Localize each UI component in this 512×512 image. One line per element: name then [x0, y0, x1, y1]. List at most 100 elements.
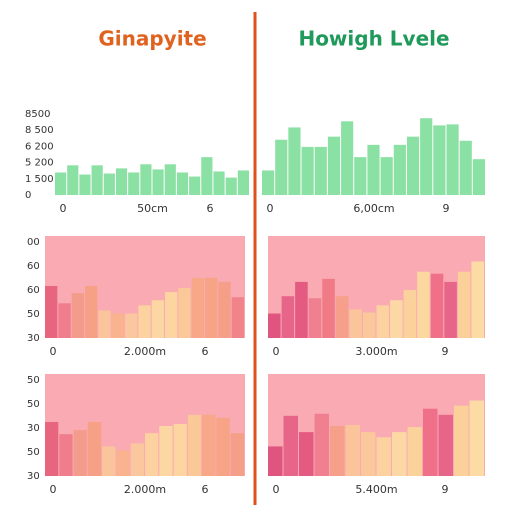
bar	[469, 400, 484, 476]
y-tick-label: 30	[27, 471, 40, 482]
x-tick-label: 0	[267, 202, 274, 215]
bar	[165, 292, 178, 338]
bar	[380, 157, 393, 195]
bar	[218, 281, 231, 338]
bar	[73, 430, 87, 476]
bar	[130, 443, 144, 476]
y-tick-label: 50	[27, 399, 40, 410]
bar	[159, 426, 173, 476]
bar	[191, 277, 204, 338]
bar	[376, 305, 390, 338]
x-tick-label: 0	[273, 483, 280, 496]
bar	[393, 144, 406, 195]
bar	[151, 300, 164, 338]
bar	[98, 310, 111, 338]
y-tick-label: 1 500	[25, 174, 54, 185]
bar	[459, 140, 472, 195]
bar	[472, 159, 485, 195]
bar	[225, 177, 237, 195]
bar	[213, 171, 225, 195]
bar	[390, 300, 403, 338]
bar	[367, 144, 380, 195]
bar	[322, 278, 335, 338]
bar	[275, 139, 288, 195]
bar	[140, 164, 152, 195]
bar	[152, 169, 164, 195]
y-tick-label: 8500	[25, 109, 50, 120]
chart-title: Ginapyite	[98, 27, 206, 51]
bar	[341, 121, 354, 195]
bar	[308, 298, 322, 338]
y-tick-label: 0	[25, 190, 31, 201]
bar	[237, 170, 249, 195]
bar	[288, 127, 301, 195]
bar	[102, 446, 116, 476]
bar	[295, 281, 308, 338]
x-tick-label: 5.400m	[355, 483, 397, 496]
bar	[406, 136, 420, 195]
bar	[103, 173, 115, 195]
bar	[361, 432, 376, 476]
bar	[349, 309, 362, 338]
bar	[201, 157, 213, 195]
x-tick-label: 3.000m	[355, 345, 397, 358]
y-tick-label: 8 500	[25, 125, 54, 136]
bar	[314, 413, 329, 476]
bar	[433, 125, 446, 195]
bar	[85, 285, 98, 338]
bar	[45, 421, 59, 476]
y-tick-label: 00	[27, 237, 40, 248]
bar	[268, 313, 281, 338]
bar	[268, 446, 283, 476]
x-tick-label: 6,00cm	[353, 202, 394, 215]
bar	[45, 285, 58, 338]
chart-title: Howigh Lvele	[298, 27, 449, 51]
bar	[471, 261, 484, 338]
x-tick-label: 0	[50, 345, 57, 358]
x-tick-label: 6	[207, 202, 214, 215]
bar	[91, 165, 103, 195]
bar	[444, 281, 457, 338]
y-tick-label: 30	[27, 423, 40, 434]
bar	[176, 172, 189, 195]
bar	[330, 426, 345, 476]
bar	[457, 271, 471, 338]
bar	[354, 157, 367, 195]
bar	[454, 405, 469, 476]
bar	[314, 146, 327, 195]
bar	[438, 414, 453, 476]
bar	[446, 124, 459, 195]
x-tick-label: 6	[202, 345, 209, 358]
bar	[430, 273, 444, 338]
bar	[392, 432, 407, 476]
bar	[231, 297, 244, 338]
bar	[116, 450, 130, 476]
bar	[145, 433, 159, 476]
bar	[164, 164, 176, 195]
x-tick-label: 9	[442, 483, 449, 496]
x-tick-label: 0	[60, 202, 67, 215]
bar	[87, 421, 102, 476]
y-tick-label: 30	[27, 333, 40, 344]
bar	[79, 174, 91, 195]
bar	[59, 434, 73, 476]
bar	[376, 437, 391, 476]
x-tick-label: 9	[443, 202, 450, 215]
x-tick-label: 2.000m	[124, 345, 166, 358]
x-tick-label: 0	[50, 483, 57, 496]
bar	[420, 118, 433, 195]
bar	[138, 305, 151, 338]
bar	[115, 168, 128, 195]
bar	[403, 290, 417, 338]
x-tick-label: 0	[273, 345, 280, 358]
y-tick-label: 60	[27, 285, 40, 296]
bar	[335, 296, 349, 338]
bar	[125, 313, 138, 338]
x-tick-label: 9	[442, 345, 449, 358]
bar	[189, 176, 201, 195]
bar	[299, 432, 314, 476]
bar	[67, 165, 79, 195]
bar	[173, 423, 187, 476]
